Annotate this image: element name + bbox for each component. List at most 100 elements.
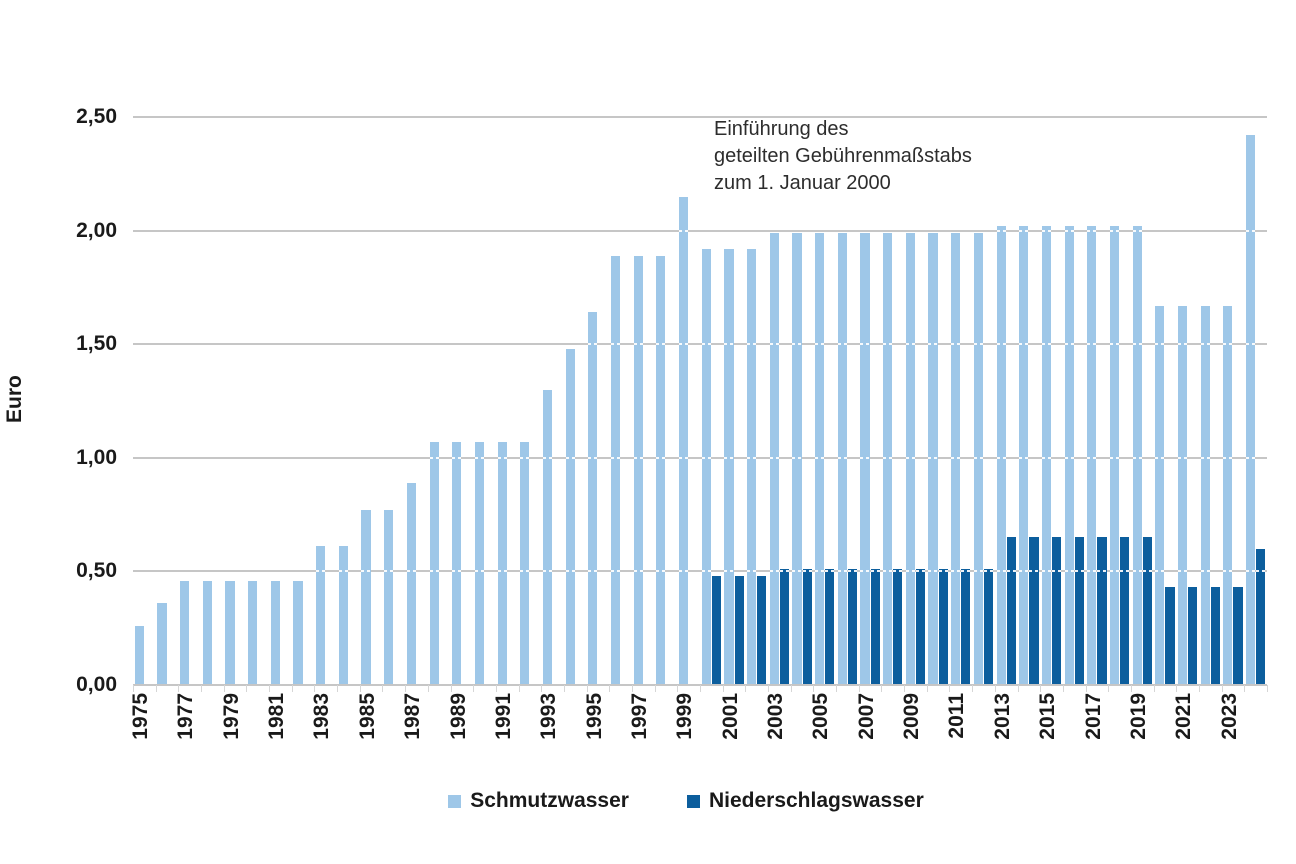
gridline-dash-overlay xyxy=(996,229,1006,232)
x-axis-tick xyxy=(949,685,951,692)
gridline-dash-overlay xyxy=(996,456,1006,459)
year-slot-2012 xyxy=(972,117,995,685)
x-tick-label-2019: 2019 xyxy=(1126,693,1150,740)
gridline-dash-overlay xyxy=(1256,570,1266,573)
x-tick-label-2013: 2013 xyxy=(990,693,1014,740)
x-axis-tick xyxy=(904,685,906,692)
legend-item-schmutzwasser: Schmutzwasser xyxy=(448,789,629,813)
gridline-dash-overlay xyxy=(984,570,994,573)
x-axis-tick xyxy=(450,685,452,692)
gridline-dash-overlay xyxy=(1246,570,1256,573)
gridline-dash-overlay xyxy=(1087,456,1097,459)
bar-schmutzwasser-2002 xyxy=(747,248,757,685)
year-slot-2018 xyxy=(1108,117,1131,685)
chart-annotation: Einführung des geteilten Gebührenmaßstab… xyxy=(714,118,972,194)
gridline-dash-overlay xyxy=(1006,570,1016,573)
year-slot-2011 xyxy=(949,117,972,685)
bar-schmutzwasser-2016 xyxy=(1064,226,1074,685)
gridline-dash-overlay xyxy=(1087,570,1097,573)
year-slot-1978 xyxy=(201,117,224,685)
year-slot-1992 xyxy=(519,117,542,685)
year-slot-2019 xyxy=(1131,117,1154,685)
y-tick-label: 0,00 xyxy=(76,673,117,696)
bars-layer xyxy=(133,117,1267,685)
year-slot-1983 xyxy=(314,117,337,685)
gridline-dash-overlay xyxy=(973,343,983,346)
x-tick-label-2015: 2015 xyxy=(1036,693,1060,740)
bar-niederschlagswasser-2014 xyxy=(1029,537,1039,685)
x-axis-tick xyxy=(518,685,520,692)
bar-schmutzwasser-2001 xyxy=(724,248,734,685)
x-axis-tick xyxy=(926,685,928,692)
x-axis-tick xyxy=(359,685,361,692)
year-slot-2017 xyxy=(1086,117,1109,685)
bar-niederschlagswasser-2022 xyxy=(1210,587,1220,685)
gridline-dash-overlay xyxy=(915,570,926,573)
year-slot-1995 xyxy=(587,117,610,685)
gridline-dash-overlay xyxy=(452,570,462,573)
x-axis-tick xyxy=(586,685,588,692)
bar-schmutzwasser-2007 xyxy=(860,232,870,685)
x-tick-label-2001: 2001 xyxy=(718,693,742,740)
gridline-dash-overlay xyxy=(1074,570,1084,573)
gridline-dash-overlay xyxy=(1087,343,1097,346)
gridline-dash-overlay xyxy=(474,456,485,459)
gridline-dash-overlay xyxy=(1177,343,1188,346)
gridline-dash-overlay xyxy=(928,456,938,459)
bar-niederschlagswasser-2015 xyxy=(1052,537,1062,685)
bar-schmutzwasser-1995 xyxy=(588,312,598,685)
bar-schmutzwasser-1983 xyxy=(316,546,326,685)
bar-niederschlagswasser-2017 xyxy=(1097,537,1107,685)
year-slot-1998 xyxy=(655,117,678,685)
x-axis-tick xyxy=(836,685,838,692)
year-slot-2010 xyxy=(927,117,950,685)
x-axis-tick xyxy=(155,685,157,692)
bar-niederschlagswasser-2003 xyxy=(779,569,790,685)
bar-niederschlagswasser-2005 xyxy=(825,569,835,685)
x-axis-tick xyxy=(858,685,860,692)
gridline-dash-overlay xyxy=(452,456,462,459)
year-slot-2015 xyxy=(1040,117,1063,685)
gridline-dash-overlay xyxy=(384,570,394,573)
bar-schmutzwasser-1987 xyxy=(406,482,416,685)
year-slot-2008 xyxy=(881,117,904,685)
bar-schmutzwasser-2006 xyxy=(837,232,847,685)
x-axis-tick xyxy=(291,685,293,692)
gridline-dash-overlay xyxy=(610,343,621,346)
x-axis-tick xyxy=(1198,685,1200,692)
x-axis-tick xyxy=(133,685,134,692)
gridline-dash-overlay xyxy=(1109,229,1120,232)
gridline-dash-overlay xyxy=(973,456,983,459)
x-axis-tick xyxy=(201,685,203,692)
gridline xyxy=(133,456,1267,459)
gridline-dash-overlay xyxy=(938,570,948,573)
bar-schmutzwasser-1979 xyxy=(225,580,235,685)
bar-niederschlagswasser-2021 xyxy=(1188,587,1198,685)
x-tick-label-1995: 1995 xyxy=(582,693,606,740)
gridline-dash-overlay xyxy=(769,570,779,573)
legend: Schmutzwasser Niederschlagswasser xyxy=(38,789,1296,813)
gridline-dash-overlay xyxy=(1200,570,1210,573)
gridline-dash-overlay xyxy=(837,570,847,573)
bar-schmutzwasser-1994 xyxy=(565,348,575,685)
year-slot-2003 xyxy=(768,117,791,685)
year-slot-2023 xyxy=(1222,117,1245,685)
bar-schmutzwasser-1986 xyxy=(384,510,394,685)
year-slot-2022 xyxy=(1199,117,1222,685)
gridline-dash-overlay xyxy=(1132,229,1142,232)
x-axis-tick xyxy=(609,685,611,692)
bar-niederschlagswasser-2008 xyxy=(893,569,903,685)
gridline-dash-overlay xyxy=(542,570,553,573)
x-axis-tick xyxy=(768,685,770,692)
gridline-dash-overlay xyxy=(815,570,825,573)
x-axis-tick xyxy=(1244,685,1246,692)
gridline-dash-overlay xyxy=(825,570,835,573)
gridline-dash-overlay xyxy=(883,343,893,346)
gridline-dash-overlay xyxy=(588,343,598,346)
x-axis-tick xyxy=(563,685,565,692)
gridline-dash-overlay xyxy=(565,570,575,573)
gridline-dash-overlay xyxy=(860,343,870,346)
x-tick-label-1981: 1981 xyxy=(265,693,289,740)
x-axis-tick xyxy=(994,685,996,692)
year-slot-2005 xyxy=(813,117,836,685)
